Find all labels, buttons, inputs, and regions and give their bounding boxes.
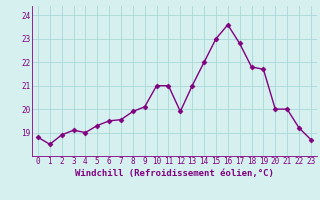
X-axis label: Windchill (Refroidissement éolien,°C): Windchill (Refroidissement éolien,°C) bbox=[75, 169, 274, 178]
